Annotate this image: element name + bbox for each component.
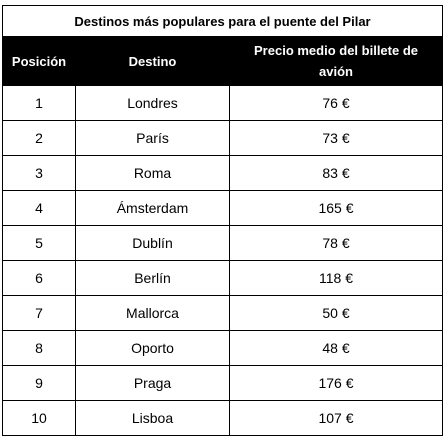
cell-destination: Oporto <box>75 330 230 366</box>
cell-position: 5 <box>2 225 76 261</box>
cell-position: 6 <box>2 260 76 296</box>
cell-position: 4 <box>2 190 76 226</box>
table-row: 10 Lisboa 107 € <box>2 400 444 436</box>
header-destination: Destino <box>75 36 230 86</box>
table-caption: Destinos más populares para el puente de… <box>1 5 444 37</box>
cell-destination: Ámsterdam <box>75 190 230 226</box>
cell-destination: Dublín <box>75 225 230 261</box>
destinations-table: Destinos más populares para el puente de… <box>1 5 444 436</box>
cell-position: 1 <box>2 85 76 121</box>
cell-position: 7 <box>2 295 76 331</box>
cell-price: 50 € <box>228 295 444 331</box>
table-row: 4 Ámsterdam 165 € <box>2 190 444 226</box>
table-row: 9 Praga 176 € <box>2 365 444 401</box>
cell-price: 118 € <box>228 260 444 296</box>
table-row: 2 París 73 € <box>2 120 444 156</box>
cell-price: 176 € <box>228 365 444 401</box>
cell-price: 48 € <box>228 330 444 366</box>
header-position: Posición <box>2 36 76 86</box>
table-header-row: Posición Destino Precio medio del billet… <box>2 36 444 86</box>
cell-price: 165 € <box>228 190 444 226</box>
table-row: 6 Berlín 118 € <box>2 260 444 296</box>
cell-destination: Roma <box>75 155 230 191</box>
cell-price: 107 € <box>228 400 444 436</box>
cell-position: 10 <box>2 400 76 436</box>
cell-destination: Mallorca <box>75 295 230 331</box>
table-row: 5 Dublín 78 € <box>2 225 444 261</box>
cell-position: 9 <box>2 365 76 401</box>
cell-position: 2 <box>2 120 76 156</box>
header-average-price: Precio medio del billete de avión <box>228 36 444 86</box>
cell-price: 78 € <box>228 225 444 261</box>
cell-destination: París <box>75 120 230 156</box>
cell-position: 3 <box>2 155 76 191</box>
cell-price: 76 € <box>228 85 444 121</box>
cell-destination: Lisboa <box>75 400 230 436</box>
table-row: 8 Oporto 48 € <box>2 330 444 366</box>
cell-position: 8 <box>2 330 76 366</box>
table-row: 7 Mallorca 50 € <box>2 295 444 331</box>
cell-destination: Berlín <box>75 260 230 296</box>
table-row: 1 Londres 76 € <box>2 85 444 121</box>
cell-price: 83 € <box>228 155 444 191</box>
cell-destination: Londres <box>75 85 230 121</box>
cell-price: 73 € <box>228 120 444 156</box>
cell-destination: Praga <box>75 365 230 401</box>
destinations-table-container: Destinos más populares para el puente de… <box>1 5 444 436</box>
table-row: 3 Roma 83 € <box>2 155 444 191</box>
